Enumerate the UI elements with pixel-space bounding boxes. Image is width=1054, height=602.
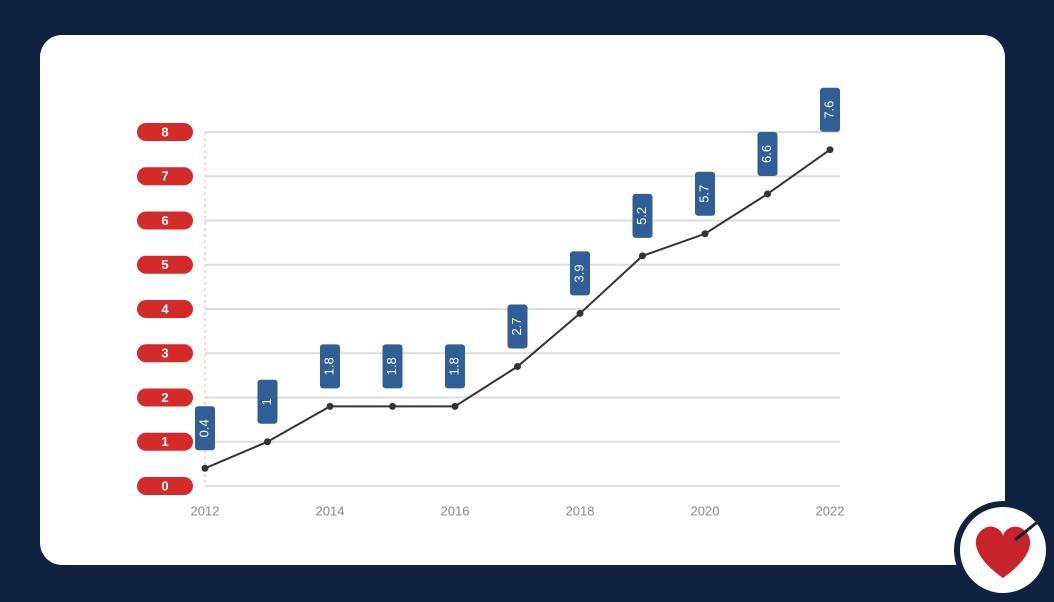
value-label: 1.8 [321,357,336,375]
value-label: 3.9 [571,264,586,282]
value-label-box [195,406,215,451]
point [264,438,271,446]
y-tick-badge [137,255,193,274]
value-label-box [820,87,840,132]
x-tick-label: 2016 [441,503,470,518]
value-label-box [757,131,778,176]
y-tick-badge [137,211,193,230]
value-label-box [445,344,465,389]
value-label-box [570,251,590,296]
y-tick-badge [137,477,193,495]
y-tick-label: 3 [161,346,168,361]
point [326,402,334,410]
y-tick-label: 8 [161,124,168,139]
point [701,230,709,238]
y-tick-badge [137,123,193,141]
value-label: 6.6 [759,145,774,163]
value-label-box [382,344,403,389]
point [576,309,584,317]
point [826,146,834,154]
x-tick-label: 2020 [691,503,720,518]
y-tick-label: 6 [161,213,168,228]
value-label: 0.4 [196,419,211,437]
point [451,402,459,410]
heart-badge [954,501,1052,599]
value-label-box [632,193,653,238]
x-tick-label: 2018 [566,503,595,518]
y-tick-label: 1 [161,434,168,449]
value-label-box [257,379,278,424]
y-tick-badge [137,388,193,407]
y-tick-badge [137,300,193,318]
x-tick-label: 2012 [191,503,220,518]
y-tick-badge [137,344,193,363]
x-tick-label: 2022 [816,503,845,518]
value-label: 1.8 [446,357,461,375]
value-label: 5.7 [696,185,711,203]
y-tick-badge [137,167,193,186]
value-label: 7.6 [821,101,836,119]
y-tick-label: 4 [161,301,169,316]
y-tick-label: 0 [161,478,168,493]
value-label-box [695,171,715,216]
value-label-box [320,344,340,389]
point [764,190,771,198]
point [201,464,209,472]
point [389,402,396,410]
y-tick-label: 2 [161,390,168,405]
x-tick-label: 2014 [316,503,345,518]
value-label: 1 [259,398,274,405]
point [514,363,521,371]
y-tick-badge [137,432,193,451]
point [639,252,646,260]
y-tick-label: 5 [161,257,168,272]
y-tick-label: 7 [161,169,168,184]
value-label: 5.2 [634,207,649,225]
value-label-box [507,304,528,349]
value-label: 2.7 [509,317,524,335]
value-label: 1.8 [384,357,399,375]
